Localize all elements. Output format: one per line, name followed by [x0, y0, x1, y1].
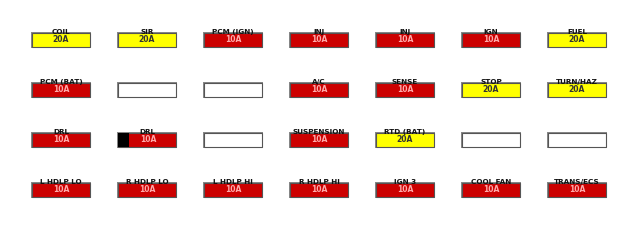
Text: STOP: STOP: [480, 79, 502, 85]
Bar: [118, 183, 176, 197]
Bar: [547, 82, 607, 98]
Text: L HDLP HI: L HDLP HI: [213, 179, 253, 185]
Bar: [462, 33, 520, 47]
Bar: [204, 133, 262, 147]
Text: SUSPENSION: SUSPENSION: [293, 129, 345, 135]
Text: 10A: 10A: [483, 185, 499, 194]
Bar: [290, 183, 348, 197]
Bar: [375, 132, 435, 148]
Text: PCM (IGN): PCM (IGN): [212, 29, 254, 35]
Text: 10A: 10A: [139, 185, 155, 194]
Text: DRL: DRL: [139, 129, 155, 135]
Text: 20A: 20A: [53, 35, 69, 45]
Bar: [118, 133, 176, 147]
Text: IGN: IGN: [484, 29, 498, 35]
Text: SIR: SIR: [140, 29, 154, 35]
Bar: [461, 182, 521, 198]
Bar: [290, 133, 348, 147]
Text: 10A: 10A: [311, 135, 327, 144]
Bar: [547, 32, 607, 48]
Text: 10A: 10A: [569, 185, 585, 194]
Bar: [31, 182, 91, 198]
Text: 20A: 20A: [397, 135, 413, 144]
Bar: [376, 133, 434, 147]
Text: IGN 3: IGN 3: [394, 179, 416, 185]
Text: INJ: INJ: [313, 29, 325, 35]
Bar: [375, 82, 435, 98]
Text: 10A: 10A: [397, 85, 413, 94]
Text: 20A: 20A: [569, 85, 585, 94]
Bar: [203, 132, 263, 148]
Bar: [462, 183, 520, 197]
Bar: [461, 82, 521, 98]
Text: R HDLP LO: R HDLP LO: [126, 179, 168, 185]
Bar: [117, 82, 177, 98]
Text: COOL FAN: COOL FAN: [471, 179, 511, 185]
Bar: [31, 82, 91, 98]
Text: FUEL: FUEL: [567, 29, 587, 35]
Text: 10A: 10A: [53, 85, 69, 94]
Bar: [32, 183, 90, 197]
Bar: [32, 33, 90, 47]
Text: INJ: INJ: [399, 29, 411, 35]
Bar: [290, 83, 348, 97]
Bar: [548, 133, 606, 147]
Bar: [204, 183, 262, 197]
Text: TRANS/ECS: TRANS/ECS: [554, 179, 600, 185]
Bar: [461, 32, 521, 48]
Text: 10A: 10A: [311, 35, 327, 45]
Text: A/C: A/C: [312, 79, 326, 85]
Bar: [32, 83, 90, 97]
Text: COIL: COIL: [52, 29, 70, 35]
Text: 20A: 20A: [483, 85, 499, 94]
Text: PCM (BAT): PCM (BAT): [40, 79, 82, 85]
Text: 10A: 10A: [53, 185, 69, 194]
Bar: [203, 182, 263, 198]
Text: TURN/HAZ: TURN/HAZ: [556, 79, 598, 85]
Text: 10A: 10A: [140, 135, 157, 144]
Text: R HDLP HI: R HDLP HI: [299, 179, 339, 185]
Text: 10A: 10A: [225, 185, 241, 194]
Bar: [203, 82, 263, 98]
Text: DRL: DRL: [53, 129, 69, 135]
Bar: [117, 182, 177, 198]
Bar: [289, 132, 349, 148]
Bar: [117, 32, 177, 48]
Bar: [117, 132, 177, 148]
Text: RTD (BAT): RTD (BAT): [384, 129, 426, 135]
Text: 10A: 10A: [483, 35, 499, 45]
Bar: [203, 32, 263, 48]
Bar: [548, 83, 606, 97]
Bar: [376, 83, 434, 97]
Bar: [547, 182, 607, 198]
Bar: [289, 32, 349, 48]
Bar: [118, 83, 176, 97]
Bar: [375, 32, 435, 48]
Bar: [118, 133, 130, 147]
Bar: [31, 32, 91, 48]
Bar: [204, 33, 262, 47]
Bar: [32, 133, 90, 147]
Bar: [289, 82, 349, 98]
Bar: [462, 133, 520, 147]
Bar: [31, 132, 91, 148]
Bar: [461, 132, 521, 148]
Bar: [204, 83, 262, 97]
Bar: [289, 182, 349, 198]
Bar: [376, 183, 434, 197]
Bar: [548, 33, 606, 47]
Text: SENSE: SENSE: [392, 79, 418, 85]
Text: 20A: 20A: [569, 35, 585, 45]
Text: 20A: 20A: [139, 35, 155, 45]
Text: 10A: 10A: [225, 35, 241, 45]
Bar: [462, 83, 520, 97]
Text: 10A: 10A: [53, 135, 69, 144]
Bar: [376, 33, 434, 47]
Text: 10A: 10A: [397, 35, 413, 45]
Bar: [548, 183, 606, 197]
Bar: [290, 33, 348, 47]
Bar: [547, 132, 607, 148]
Text: 10A: 10A: [311, 85, 327, 94]
Text: 10A: 10A: [397, 185, 413, 194]
